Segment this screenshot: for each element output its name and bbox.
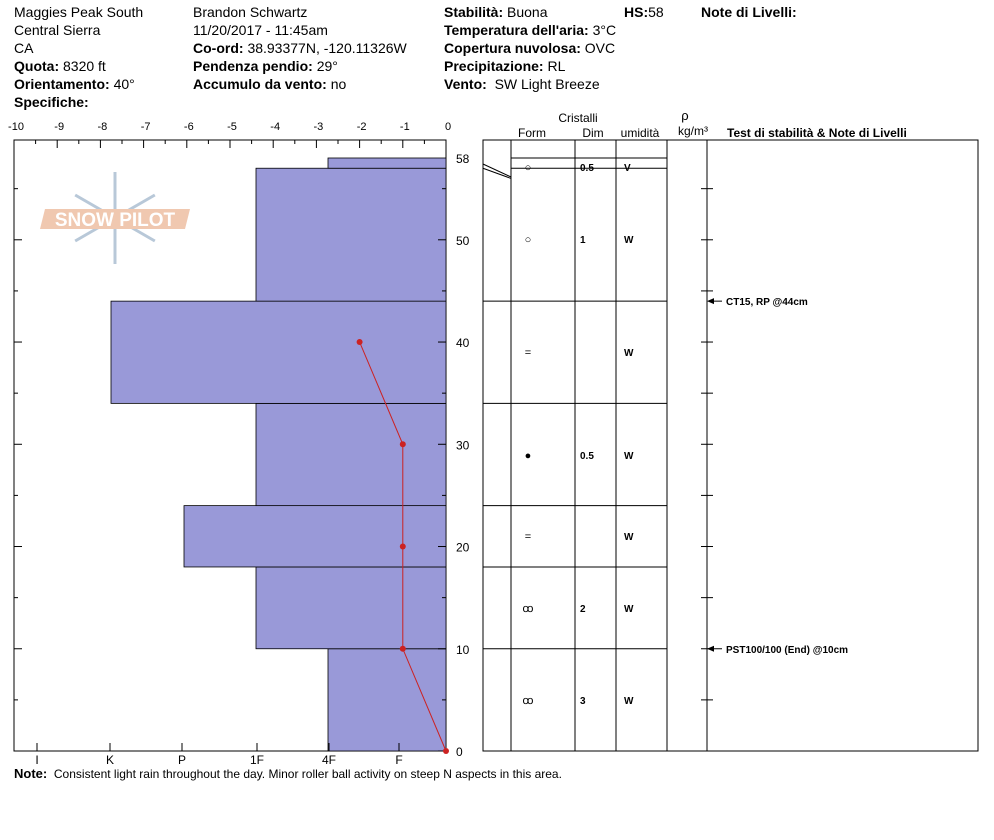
layer-crystal-form: = bbox=[525, 347, 531, 359]
temp-tick-label: -6 bbox=[184, 121, 194, 133]
layer-crystal-form: = bbox=[525, 531, 531, 543]
hardness-tick-label: K bbox=[106, 753, 114, 767]
hardness-bar bbox=[327, 157, 447, 169]
layer-crystal-size: 3 bbox=[580, 696, 586, 707]
layer-crystal-size: 0.5 bbox=[580, 163, 594, 174]
hardness-tick-label: 4F bbox=[322, 753, 336, 767]
height-tick-label: 50 bbox=[456, 234, 470, 248]
height-tick-label: 10 bbox=[456, 643, 470, 657]
temperature-point bbox=[356, 339, 363, 346]
layer-link-line bbox=[482, 167, 512, 179]
height-tick-label: 30 bbox=[456, 438, 470, 452]
layer-crystal-size: 0.5 bbox=[580, 451, 594, 462]
height-tick-label: 0 bbox=[456, 745, 463, 759]
snowpilot-logo: SNOW PILOT bbox=[40, 172, 190, 264]
temp-tick-label: -8 bbox=[98, 121, 108, 133]
layer-moisture: V bbox=[624, 163, 631, 174]
header-wind-load: Accumulo da vento: no bbox=[193, 76, 347, 92]
hardness-bar bbox=[327, 648, 447, 752]
stability-test-arrowhead bbox=[707, 645, 714, 652]
logo-band bbox=[40, 209, 190, 229]
stability-test-arrowhead bbox=[707, 298, 714, 305]
stability-test-label: CT15, RP @44cm bbox=[726, 297, 808, 308]
table-header-density-symbol: ρ bbox=[681, 108, 688, 123]
temp-tick-label: -3 bbox=[314, 121, 324, 133]
temp-tick-label: 0 bbox=[445, 121, 451, 133]
height-tick-label: 40 bbox=[456, 336, 470, 350]
layer-crystal-form: ꝏ bbox=[522, 603, 533, 615]
hardness-bar bbox=[255, 402, 447, 507]
table-header-crystals: Cristalli bbox=[558, 111, 597, 125]
hardness-bar bbox=[183, 505, 447, 568]
layer-crystal-size: 1 bbox=[580, 235, 586, 246]
height-tick-label: 58 bbox=[456, 152, 470, 166]
layer-crystal-form: ○ bbox=[525, 234, 532, 246]
hardness-tick-label: F bbox=[395, 753, 402, 767]
layer-crystal-form: ● bbox=[525, 450, 532, 462]
table-header-moisture: umidità bbox=[621, 126, 660, 140]
header-state: CA bbox=[14, 40, 34, 56]
height-tick-label: 20 bbox=[456, 541, 470, 555]
header-datetime: 11/20/2017 - 11:45am bbox=[193, 22, 328, 38]
layer-crystal-form: ꝏ bbox=[522, 695, 533, 707]
layer-moisture: W bbox=[624, 451, 634, 462]
temperature-point bbox=[399, 543, 406, 550]
table-header-form: Form bbox=[518, 126, 546, 140]
temp-tick-label: -9 bbox=[54, 121, 64, 133]
table-header-density-unit: kg/m³ bbox=[678, 124, 708, 138]
layer-table-frame bbox=[482, 139, 979, 752]
layer-moisture: W bbox=[624, 696, 634, 707]
header-cloud: Copertura nuvolosa: OVC bbox=[444, 40, 616, 56]
temp-tick-label: -2 bbox=[357, 121, 367, 133]
header-layer-notes: Note di Livelli: bbox=[701, 4, 797, 20]
hardness-bar bbox=[255, 167, 447, 302]
header-observer: Brandon Schwartz bbox=[193, 4, 308, 20]
hardness-tick-label: 1F bbox=[250, 753, 264, 767]
temperature-point bbox=[443, 748, 449, 754]
temperature-point bbox=[399, 441, 406, 448]
header-stability: Stabilità: Buona bbox=[444, 4, 548, 20]
temperature-point bbox=[399, 645, 406, 652]
temp-tick-label: -7 bbox=[141, 121, 151, 133]
header-location: Maggies Peak South bbox=[14, 4, 144, 20]
header-hs: HS:58 bbox=[624, 4, 664, 20]
logo-text: SNOW PILOT bbox=[55, 210, 176, 231]
hardness-tick-label: P bbox=[178, 753, 186, 767]
header-aspect: Orientamento: 40° bbox=[14, 76, 135, 92]
header-precip: Precipitazione: RL bbox=[444, 58, 566, 74]
table-header-size: Dim bbox=[582, 126, 603, 140]
temp-tick-label: -10 bbox=[8, 121, 24, 133]
layer-link-line bbox=[482, 163, 512, 178]
layer-moisture: W bbox=[624, 348, 634, 359]
hardness-bar bbox=[110, 300, 447, 404]
profile-note: Note: Consistent light rain throughout t… bbox=[14, 766, 562, 781]
header-specifics: Specifiche: bbox=[14, 94, 89, 110]
hardness-tick-label: I bbox=[35, 753, 38, 767]
header-air-temp: Temperatura dell'aria: 3°C bbox=[444, 22, 617, 38]
temp-tick-label: -1 bbox=[400, 121, 410, 133]
header-slope: Pendenza pendio: 29° bbox=[193, 58, 338, 74]
header-coord: Co-ord: 38.93377N, -120.11326W bbox=[193, 40, 407, 56]
stability-test-label: PST100/100 (End) @10cm bbox=[726, 645, 848, 656]
header-elevation: Quota: 8320 ft bbox=[14, 58, 106, 74]
hardness-bar bbox=[255, 566, 447, 650]
header-wind: Vento: SW Light Breeze bbox=[444, 76, 600, 92]
table-header-notes: Test di stabilità & Note di Livelli bbox=[727, 126, 907, 140]
temp-tick-label: -4 bbox=[270, 121, 280, 133]
layer-moisture: W bbox=[624, 532, 634, 543]
layer-moisture: W bbox=[624, 235, 634, 246]
layer-moisture: W bbox=[624, 604, 634, 615]
layer-crystal-size: 2 bbox=[580, 604, 586, 615]
temp-tick-label: -5 bbox=[227, 121, 237, 133]
header-range: Central Sierra bbox=[14, 22, 101, 38]
layer-crystal-form: ○ bbox=[525, 162, 532, 174]
